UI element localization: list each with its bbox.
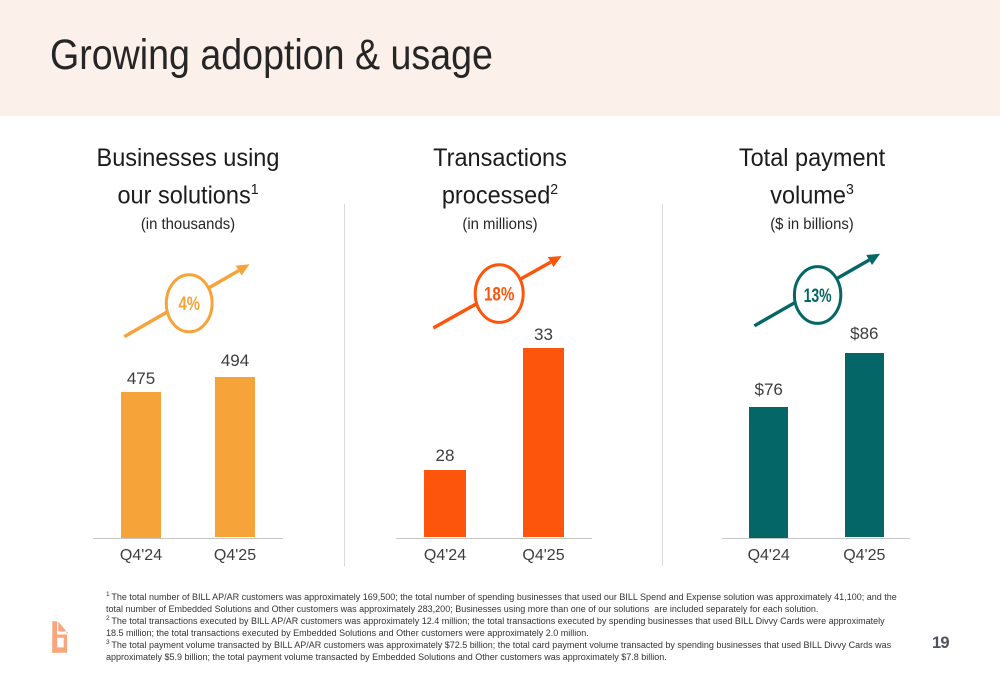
svg-text:4%: 4%	[178, 294, 200, 315]
svg-text:13%: 13%	[804, 286, 832, 307]
svg-text:18%: 18%	[484, 285, 515, 306]
